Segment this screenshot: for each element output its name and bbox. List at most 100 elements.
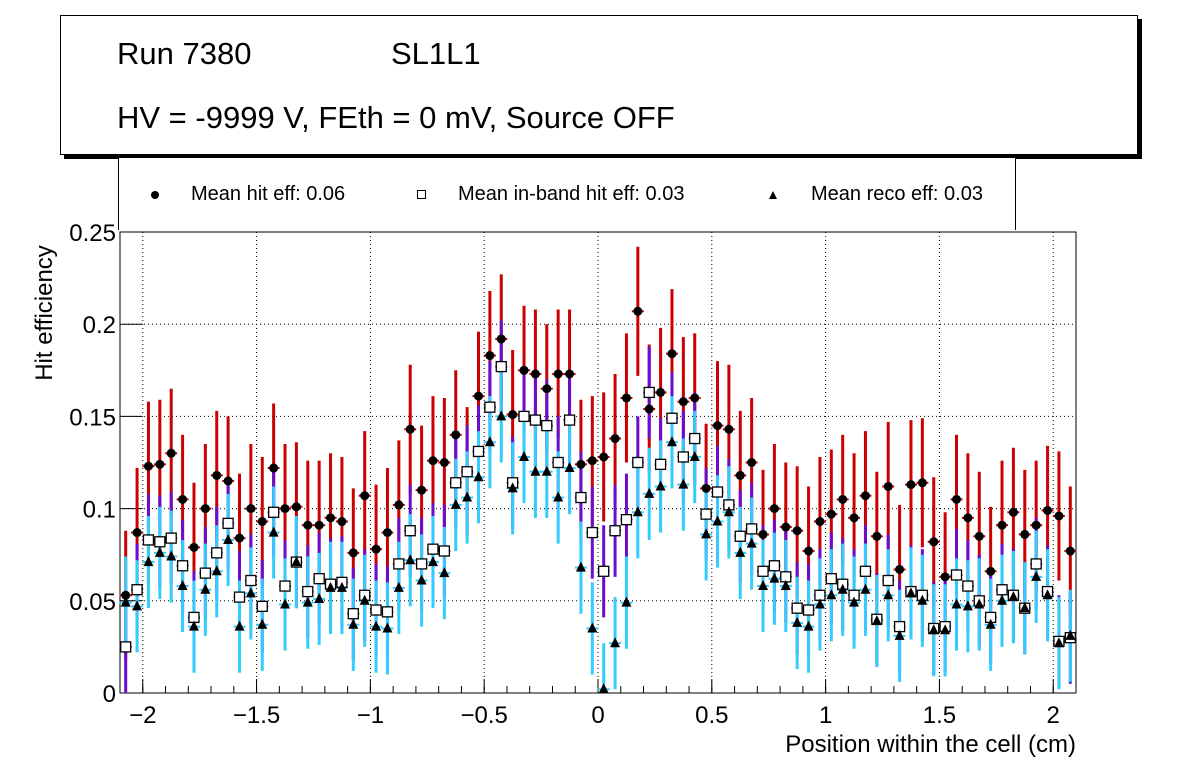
reco-eff-point: [655, 480, 666, 491]
reco-eff-point: [962, 600, 973, 611]
axes: −2 −1.5 −1 −0.5 0 0.5 1 1.5 2 0 0.05 0.1 0.15 0.2 0.25: [69, 220, 1077, 729]
inband-eff-point: [267, 506, 280, 518]
hit-eff-point: [519, 365, 529, 375]
hit-eff-point: [223, 476, 233, 486]
hit-eff-point: [143, 461, 153, 471]
reco-eff-point: [188, 620, 199, 631]
reco-eff-point: [1053, 637, 1064, 648]
inband-eff-point: [142, 534, 155, 546]
reco-eff-point: [359, 594, 370, 605]
hit-eff-point: [826, 509, 836, 519]
reco-eff-point: [746, 537, 757, 548]
hit-eff-point: [860, 491, 870, 501]
reco-eff-point: [211, 565, 222, 576]
reco-eff-point: [723, 506, 734, 517]
reco-eff-point: [519, 450, 530, 461]
reco-eff-point: [166, 550, 177, 561]
reco-eff-point: [803, 620, 814, 631]
hit-eff-point: [701, 483, 711, 493]
reco-eff-point: [314, 592, 325, 603]
hit-eff-point: [656, 387, 666, 397]
reco-eff-point: [450, 498, 461, 509]
hit-eff-point: [508, 410, 518, 420]
reco-eff-point: [780, 580, 791, 591]
hit-eff-point: [713, 421, 722, 431]
inband-eff-point: [700, 508, 712, 520]
reco-eff-point: [143, 556, 154, 567]
hit-eff-point: [257, 517, 267, 527]
inband-eff-point: [404, 525, 416, 537]
reco-eff-point: [951, 598, 962, 609]
reco-eff-point: [325, 581, 336, 592]
inband-eff-point: [313, 573, 325, 585]
hit-eff-point: [872, 531, 882, 541]
reco-eff-point: [564, 462, 575, 473]
inband-eff-point: [632, 456, 644, 469]
reco-eff-point: [860, 583, 871, 594]
hit-eff-point: [246, 504, 256, 514]
x-tick-label: 0.5: [695, 702, 728, 729]
reco-eff-point: [154, 546, 165, 557]
inband-eff-point: [120, 641, 132, 653]
y-axis-label: Hit efficiency: [31, 245, 58, 381]
reco-eff-point: [837, 583, 848, 594]
reco-eff-point: [177, 580, 188, 591]
reco-eff-point: [336, 581, 347, 592]
conditions-label: HV = -9999 V, FEth = 0 mV, Source OFF: [117, 100, 675, 135]
reco-eff-point: [997, 594, 1008, 605]
hit-eff-point: [781, 522, 791, 532]
triangle-marker-icon: [769, 190, 777, 199]
reco-eff-point: [849, 596, 860, 607]
reco-eff-point: [905, 587, 916, 598]
reco-eff-point: [1065, 629, 1076, 640]
hit-eff-point: [542, 384, 552, 394]
inband-eff-point: [302, 585, 314, 598]
hit-eff-point: [815, 517, 825, 527]
inband-eff-point: [381, 606, 394, 618]
hit-eff-point: [849, 513, 859, 523]
legend-item-inband: Mean in-band hit eff: 0.03: [417, 183, 684, 206]
reco-eff-point: [940, 624, 951, 635]
inband-eff-point: [620, 514, 633, 526]
y-tick-label: 0: [103, 681, 116, 708]
hit-eff-point: [940, 572, 950, 582]
inband-eff-point: [859, 565, 872, 577]
hit-eff-point: [178, 494, 188, 504]
reco-eff-point: [530, 465, 541, 476]
hit-eff-point: [986, 566, 996, 576]
hit-eff-point: [1054, 511, 1064, 521]
reco-eff-point: [826, 589, 837, 600]
inband-eff-point: [768, 560, 781, 572]
y-tick-label: 0.25: [69, 220, 116, 247]
hit-eff-point: [1020, 529, 1030, 539]
reco-eff-point: [928, 624, 939, 635]
reco-eff-point: [120, 596, 131, 607]
inband-eff-point: [176, 560, 189, 572]
inband-eff-point: [586, 526, 598, 539]
reco-eff-point: [644, 487, 655, 498]
hit-eff-point: [929, 537, 939, 547]
inband-eff-point: [165, 532, 177, 544]
inband-eff-point: [495, 360, 507, 373]
inband-eff-point: [256, 600, 268, 612]
hit-eff-point: [906, 480, 916, 490]
inband-eff-point: [484, 401, 496, 413]
hit-eff-point: [576, 459, 586, 469]
reco-eff-point: [985, 618, 996, 629]
inband-eff-point: [461, 466, 473, 478]
hit-eff-point: [917, 478, 927, 488]
inband-eff-point: [541, 419, 553, 432]
reco-eff-point: [894, 629, 905, 640]
inband-eff-point: [666, 412, 678, 424]
inband-eff-point: [370, 604, 382, 616]
hit-eff-point: [200, 504, 210, 514]
hit-eff-point: [1008, 507, 1018, 517]
hit-eff-point: [610, 434, 620, 444]
inband-eff-point: [563, 414, 576, 426]
inband-eff-point: [450, 477, 462, 489]
x-axis-label: Position within the cell (cm): [785, 731, 1076, 758]
hit-eff-point: [895, 564, 905, 574]
hit-eff-point: [587, 456, 597, 466]
inband-eff-point: [802, 604, 815, 616]
